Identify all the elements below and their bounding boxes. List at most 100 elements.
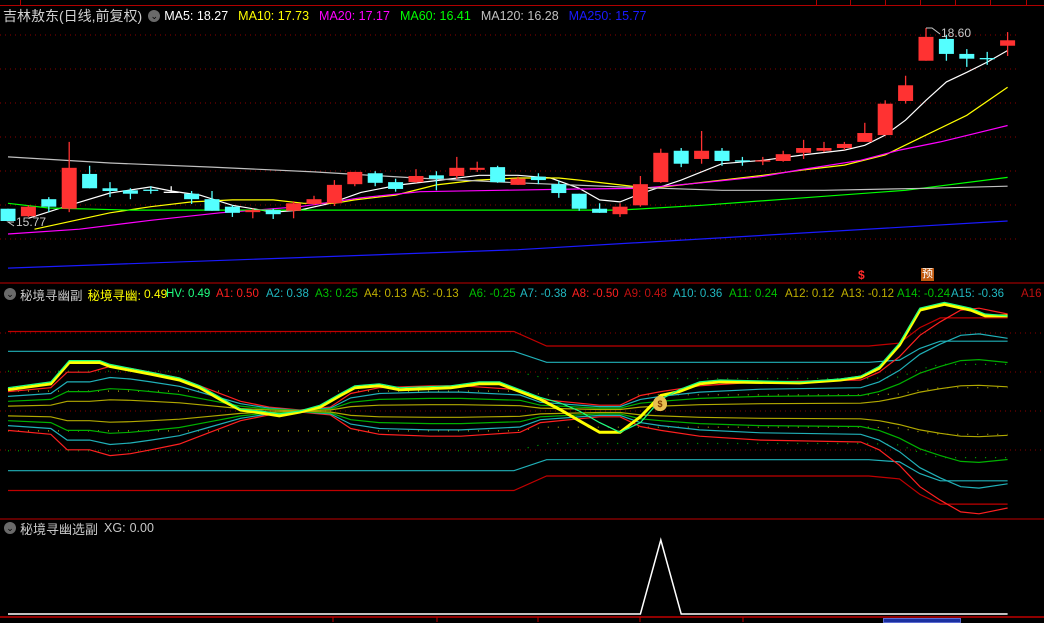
indicator-main-line <box>7 302 1008 434</box>
ma-legend-item-5: MA250: 15.77 <box>568 9 647 23</box>
indicator-a5 <box>7 410 1008 438</box>
menu-tab[interactable] <box>1026 0 1027 5</box>
indicator-legend-item-0: HV: 0.49 <box>166 288 211 300</box>
high-price-label: 18.60 <box>941 26 971 40</box>
ma-legend-item-0: MA5: 18.27 <box>164 9 229 23</box>
indicator-legend-item-1: A1: 0.50 <box>216 288 259 300</box>
candle-body <box>61 167 77 209</box>
chevron-down-icon[interactable]: ⌄ <box>4 522 16 534</box>
candle-body <box>184 193 200 200</box>
menu-tab[interactable] <box>850 0 851 5</box>
indicator-legend-item-8: A8: -0.50 <box>572 288 619 300</box>
candle-body <box>979 58 995 60</box>
candle-body <box>143 189 159 191</box>
low-price-label: 15.77 <box>16 215 46 229</box>
indicator-a4 <box>7 384 1008 412</box>
indicator-a3 <box>7 358 1008 412</box>
candle-body <box>938 38 954 54</box>
indicator-legend-item-7: A7: -0.38 <box>520 288 567 300</box>
indicator-legend-item-3: A3: 0.25 <box>315 288 358 300</box>
menu-tab[interactable] <box>990 0 991 5</box>
ma-line-ma5 <box>28 49 1008 219</box>
indicator-a6 <box>7 410 1008 464</box>
xg-label: XG: <box>104 521 126 535</box>
candle-body <box>204 199 220 211</box>
menu-tab[interactable] <box>885 0 886 5</box>
menu-tab[interactable] <box>816 0 817 5</box>
candle-body <box>0 208 16 222</box>
ma-line-ma250 <box>7 220 1008 269</box>
candle-body <box>408 175 424 183</box>
candle-body <box>265 210 281 215</box>
xg-value: 0.00 <box>129 521 154 535</box>
candle-body <box>469 167 485 170</box>
menu-tab[interactable] <box>920 0 921 5</box>
candle-body <box>1000 40 1016 46</box>
candle-body <box>347 171 363 185</box>
indicator-a15 <box>8 459 1008 482</box>
indicator-legend-item-10: A10: 0.36 <box>673 288 723 300</box>
indicator-legend-item-9: A9: 0.48 <box>624 288 667 300</box>
candle-body <box>82 173 98 189</box>
ma-legend-item-2: MA20: 17.17 <box>319 9 390 23</box>
indicator-legend-item-11: A11: 0.24 <box>729 288 778 300</box>
candle-body <box>510 178 526 185</box>
candle-body <box>224 206 240 213</box>
candle-body <box>286 203 302 211</box>
ma-line-ma10 <box>34 86 1008 230</box>
indicator-legend-item-5: A5: -0.13 <box>412 288 459 300</box>
candle-body <box>592 208 608 213</box>
candle-body <box>428 175 444 179</box>
indicator-legend-item-15: A15: -0.36 <box>951 288 1005 300</box>
chevron-down-icon[interactable]: ⌄ <box>4 288 16 300</box>
candle-body <box>836 143 852 149</box>
candle-body <box>714 150 730 161</box>
candle-body <box>816 148 832 151</box>
stock-title: 吉林敖东(日线,前复权) <box>3 8 143 24</box>
candle-body <box>122 190 138 194</box>
ma-legend: MA5: 18.27 MA10: 17.73 MA20: 17.17 MA60: 16… <box>164 9 656 23</box>
indicator-main-value: 0.49 <box>144 287 168 301</box>
candle-body <box>41 199 57 207</box>
dollar-marker: $ <box>858 268 865 282</box>
candle-body <box>857 133 873 142</box>
indicator-legend: ⌄ 秘境寻幽副 秘境寻幽: 0.49 HV: 0.49 A1: 0.50 A2: 0… <box>0 285 1044 303</box>
candle-body <box>877 103 893 136</box>
low-arrow <box>6 221 15 227</box>
candle-body <box>653 152 669 183</box>
candle-body <box>612 206 628 215</box>
ma-line-ma20 <box>7 124 1008 235</box>
candle-body <box>775 154 791 161</box>
ma-legend-item-3: MA60: 16.41 <box>399 9 471 23</box>
menu-tab[interactable] <box>955 0 956 5</box>
candle-body <box>530 176 546 181</box>
candle-body <box>367 173 383 183</box>
candle-body <box>898 85 914 101</box>
indicator-name: 秘境寻幽副 <box>20 288 83 303</box>
indicator-a14 <box>8 442 1008 459</box>
candle-body <box>959 53 975 59</box>
candle-body <box>245 210 261 213</box>
indicator-legend-item-4: A4: 0.13 <box>364 288 407 300</box>
candle-body <box>551 184 567 194</box>
candle-body <box>796 148 812 153</box>
candle-body <box>490 167 506 183</box>
date-cursor-box <box>883 618 961 623</box>
money-bag-icon: $ <box>653 396 667 411</box>
indicator-legend-item-16: A16 <box>1021 288 1042 300</box>
candle-body <box>306 199 322 204</box>
xg-legend: ⌄ 秘境寻幽选副 XG: 0.00 <box>0 519 162 537</box>
high-arrow <box>926 27 941 35</box>
indicator-a16 <box>8 475 1008 505</box>
indicator-legend-item-12: A12: 0.12 <box>785 288 835 300</box>
indicator-main-label: 秘境寻幽: <box>87 288 141 303</box>
candle-body <box>20 206 36 217</box>
ma-legend-item-1: MA10: 17.73 <box>238 9 310 23</box>
chevron-down-icon[interactable]: ⌄ <box>148 10 161 22</box>
indicator-legend-item-14: A14: -0.24 <box>897 288 951 300</box>
indicator-a8 <box>7 411 1008 515</box>
candle-body <box>673 150 689 164</box>
candle-body <box>102 188 118 191</box>
menu-tab[interactable] <box>20 0 21 5</box>
